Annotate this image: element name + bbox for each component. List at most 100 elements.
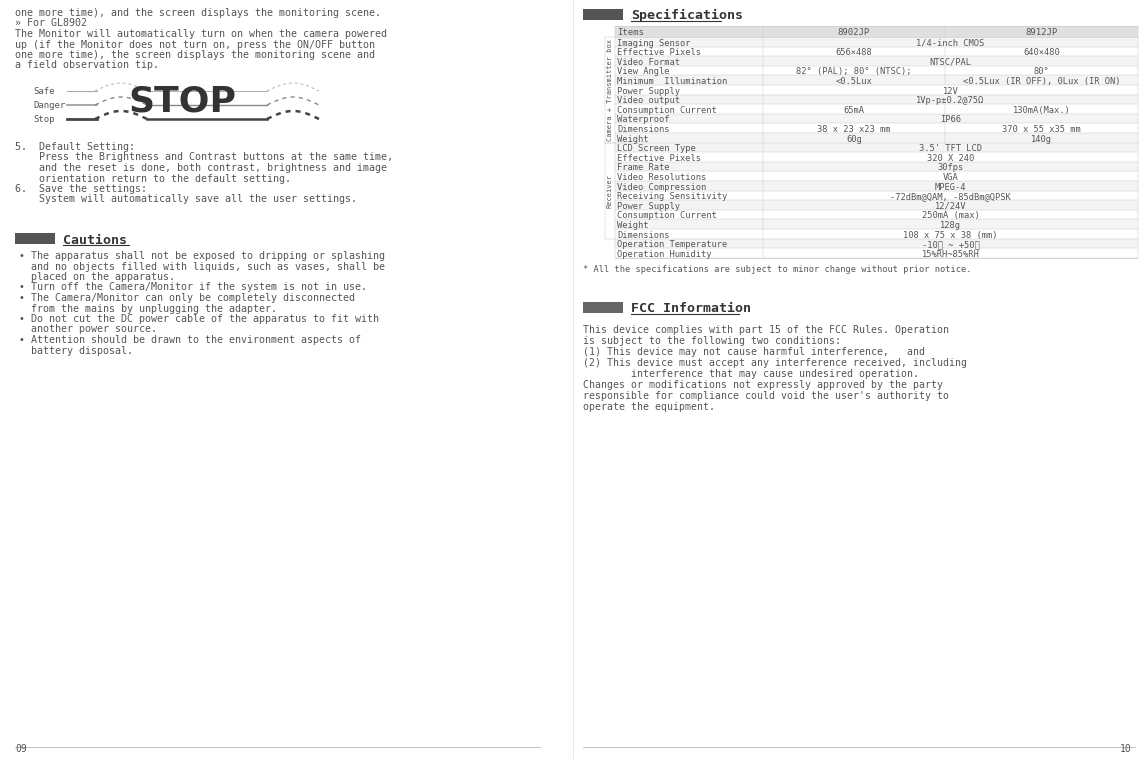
Text: 10: 10 [1121,744,1132,754]
Text: Dimensions: Dimensions [617,231,670,240]
Text: Weight: Weight [617,221,648,230]
Text: -72dBm@QAM, -85dBm@QPSK: -72dBm@QAM, -85dBm@QPSK [890,192,1011,201]
Text: Receiver: Receiver [607,174,612,208]
Text: interference that may cause undesired operation.: interference that may cause undesired op… [583,369,919,379]
Text: MPEG-4: MPEG-4 [935,182,966,191]
Text: Weight: Weight [617,134,648,143]
Text: one more time), and the screen displays the monitoring scene.: one more time), and the screen displays … [15,8,381,18]
Text: Minimum  Illumination: Minimum Illumination [617,77,727,86]
Text: NTSC/PAL: NTSC/PAL [929,58,972,67]
Text: 60g: 60g [846,134,861,143]
Bar [615,248,1138,258]
Bar [615,75,1138,85]
Bar [615,143,1138,153]
Bar [615,153,1138,162]
Text: The Monitor will automatically turn on when the camera powered: The Monitor will automatically turn on w… [15,29,387,39]
Text: Stop: Stop [33,115,55,124]
Bar [615,200,1138,209]
Text: Operation Humidity: Operation Humidity [617,250,711,259]
Text: Video Format: Video Format [617,58,680,67]
Text: 656×488: 656×488 [836,48,873,57]
Text: The Camera/Monitor can only be completely disconnected: The Camera/Monitor can only be completel… [31,293,356,303]
Text: FCC Information: FCC Information [631,302,751,315]
Text: 12V: 12V [943,87,959,96]
Text: The apparatus shall not be exposed to dripping or splashing: The apparatus shall not be exposed to dr… [31,251,385,261]
Bar [615,162,1138,172]
Text: (1) This device may not cause harmful interference,   and: (1) This device may not cause harmful in… [583,347,924,357]
Text: -10℃ ~ +50℃: -10℃ ~ +50℃ [922,240,980,249]
Text: Specifications: Specifications [631,9,743,22]
Text: •: • [19,251,25,261]
Text: Consumption Current: Consumption Current [617,106,717,115]
Text: 09: 09 [15,744,26,754]
Bar [615,191,1138,200]
Text: Video Compression: Video Compression [617,182,707,191]
Bar [615,85,1138,95]
Bar [615,56,1138,66]
Bar [15,233,55,244]
Text: Press the Brightness and Contrast buttons at the same time,: Press the Brightness and Contrast button… [15,153,393,162]
Text: Do not cut the DC power cable of the apparatus to fit with: Do not cut the DC power cable of the app… [31,314,379,324]
Text: operate the equipment.: operate the equipment. [583,402,715,412]
Text: Attention should be drawn to the environment aspects of: Attention should be drawn to the environ… [31,335,361,345]
Text: Safe: Safe [33,87,55,96]
Text: 38 x 23 x23 mm: 38 x 23 x23 mm [818,125,891,134]
Text: Cautions: Cautions [63,234,127,247]
Text: <0.5Lux (IR OFF), 0Lux (IR ON): <0.5Lux (IR OFF), 0Lux (IR ON) [962,77,1121,86]
Bar [615,37,1138,46]
Text: up (if the Monitor does not turn on, press the ON/OFF button: up (if the Monitor does not turn on, pre… [15,39,375,49]
Bar [615,209,1138,219]
Text: 82° (PAL); 80° (NTSC);: 82° (PAL); 80° (NTSC); [796,68,912,77]
Text: This device complies with part 15 of the FCC Rules. Operation: This device complies with part 15 of the… [583,325,949,335]
Bar [615,229,1138,238]
Bar [615,238,1138,248]
Text: •: • [19,293,25,303]
Text: 130mA(Max.): 130mA(Max.) [1013,106,1070,115]
Text: 640×480: 640×480 [1023,48,1060,57]
Text: 6.  Save the settings:: 6. Save the settings: [15,184,147,194]
Bar [615,26,1138,37]
Text: View Angle: View Angle [617,68,670,77]
Text: (2) This device must accept any interference received, including: (2) This device must accept any interfer… [583,357,967,368]
Text: Consumption Current: Consumption Current [617,211,717,220]
Text: and no objects filled with liquids, such as vases, shall be: and no objects filled with liquids, such… [31,262,385,272]
Text: 128g: 128g [941,221,961,230]
Text: Turn off the Camera/Monitor if the system is not in use.: Turn off the Camera/Monitor if the syste… [31,282,367,292]
Bar [615,181,1138,191]
Text: 12/24V: 12/24V [935,202,966,211]
Text: battery disposal.: battery disposal. [31,345,133,355]
Bar [615,104,1138,114]
Text: * All the specifications are subject to minor change without prior notice.: * All the specifications are subject to … [583,265,972,274]
Text: VGA: VGA [943,173,959,182]
Text: 80°: 80° [1033,68,1050,77]
Text: 15%RH~85%RH: 15%RH~85%RH [922,250,980,259]
Text: Effective Pixels: Effective Pixels [617,154,701,162]
Text: STOP: STOP [128,84,236,118]
Bar [583,9,623,20]
Text: 108 x 75 x 38 (mm): 108 x 75 x 38 (mm) [903,231,998,240]
Text: Effective Pixels: Effective Pixels [617,48,701,57]
Text: » For GL8902: » For GL8902 [15,18,87,29]
Text: Changes or modifications not expressly approved by the party: Changes or modifications not expressly a… [583,380,943,390]
Text: Video output: Video output [617,96,680,105]
Bar [615,95,1138,104]
Text: 30fps: 30fps [937,163,963,172]
Text: Imaging Sensor: Imaging Sensor [617,39,690,48]
Text: 1/4-inch CMOS: 1/4-inch CMOS [916,39,984,48]
Text: placed on the apparatus.: placed on the apparatus. [31,272,175,282]
Bar [615,66,1138,75]
Text: 250mA (max): 250mA (max) [922,211,980,220]
Bar [615,133,1138,143]
Bar [615,114,1138,124]
Text: LCD Screen Type: LCD Screen Type [617,144,696,153]
Text: 320 X 240: 320 X 240 [927,154,974,162]
Text: orientation return to the default setting.: orientation return to the default settin… [15,174,291,184]
Text: responsible for compliance could void the user's authority to: responsible for compliance could void th… [583,391,949,401]
Bar [615,46,1138,56]
Bar [583,302,623,313]
Text: Waterproof: Waterproof [617,115,670,124]
Text: Frame Rate: Frame Rate [617,163,670,172]
Text: IP66: IP66 [941,115,961,124]
Bar [615,219,1138,229]
Text: Operation Temperature: Operation Temperature [617,240,727,249]
